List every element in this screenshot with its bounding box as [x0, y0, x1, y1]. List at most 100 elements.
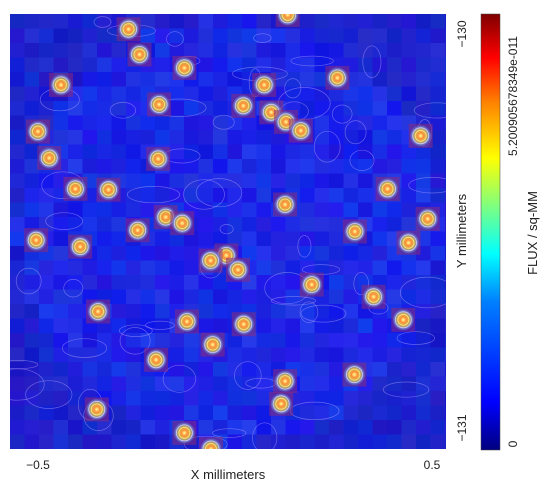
noise-pixel [401, 28, 417, 44]
noise-pixel [10, 376, 25, 392]
noise-pixel [68, 217, 83, 232]
contour-line [195, 178, 243, 208]
noise-pixel [285, 434, 301, 449]
flux-source [147, 92, 172, 117]
noise-pixel [140, 420, 156, 435]
noise-pixel [39, 260, 54, 276]
contour-line [313, 130, 341, 163]
noise-pixel [372, 347, 388, 363]
flux-source [342, 362, 367, 387]
noise-pixel [430, 318, 446, 334]
noise-pixel [169, 260, 185, 276]
flux-source [144, 347, 169, 372]
noise-pixel [401, 86, 417, 102]
noise-pixel [10, 420, 25, 435]
noise-pixel [198, 101, 214, 116]
noise-pixel [68, 159, 83, 174]
noise-pixel [430, 405, 446, 421]
noise-pixel [300, 43, 315, 58]
noise-pixel [82, 115, 98, 131]
source-contour-inner [284, 14, 292, 19]
noise-pixel [10, 202, 25, 218]
noise-pixel [184, 173, 199, 189]
noise-pixel [10, 173, 25, 189]
noise-pixel [416, 260, 431, 276]
noise-pixel [430, 188, 446, 203]
noise-pixel [213, 159, 228, 174]
source-contour-outer [276, 372, 294, 390]
noise-pixel [24, 304, 40, 319]
noise-pixel [416, 362, 431, 377]
source-contour-inner [240, 320, 248, 328]
noise-pixel [256, 144, 272, 160]
noise-pixel [155, 333, 170, 348]
noise-pixel [111, 405, 127, 421]
noise-pixel [300, 202, 315, 218]
noise-pixel [343, 434, 359, 449]
noise-pixel [227, 159, 243, 174]
flux-source [299, 272, 324, 297]
noise-pixel [169, 14, 185, 29]
noise-pixel [387, 217, 402, 232]
noise-pixel [445, 144, 446, 160]
noise-pixel [445, 391, 446, 406]
noise-pixel [242, 144, 257, 160]
flux-source [125, 218, 150, 243]
noise-pixel [227, 144, 243, 160]
noise-pixel-layer [10, 14, 446, 449]
noise-pixel [242, 217, 257, 232]
noise-pixel [445, 260, 446, 276]
noise-pixel [314, 14, 330, 29]
noise-pixel [430, 57, 446, 73]
noise-pixel [329, 347, 344, 363]
noise-pixel [271, 43, 286, 58]
noise-pixel [213, 391, 228, 406]
noise-pixel [126, 420, 141, 435]
noise-pixel [300, 14, 315, 29]
noise-pixel [24, 333, 40, 348]
noise-pixel [155, 115, 170, 131]
noise-pixel [358, 260, 373, 276]
source-contour-outer [131, 46, 148, 63]
flux-source [408, 123, 433, 148]
noise-pixel [126, 376, 141, 392]
noise-pixel [401, 144, 417, 160]
source-contour-outer [419, 210, 437, 228]
source-contour-inner [136, 51, 143, 58]
noise-pixel [445, 405, 446, 421]
noise-pixel [271, 304, 286, 319]
noise-pixel [198, 362, 214, 377]
noise-pixel [97, 376, 112, 392]
noise-pixel [53, 217, 69, 232]
noise-pixel [256, 304, 272, 319]
noise-pixel [24, 159, 40, 174]
noise-pixel [10, 246, 25, 261]
noise-pixel [97, 86, 112, 102]
noise-pixel [169, 289, 185, 305]
noise-pixel [329, 405, 344, 421]
source-contour-inner [32, 236, 40, 244]
noise-pixel [155, 376, 170, 392]
noise-pixel [372, 318, 388, 334]
noise-pixel [155, 304, 170, 319]
noise-pixel [416, 14, 431, 29]
noise-pixel [126, 347, 141, 363]
colorbar-label: FLUX / sq-MM [525, 191, 540, 275]
flux-source [49, 72, 73, 97]
noise-pixel [358, 57, 373, 73]
noise-pixel [401, 260, 417, 276]
noise-pixel [372, 420, 388, 435]
noise-pixel [10, 347, 25, 363]
noise-pixel [184, 101, 199, 116]
noise-pixel [445, 57, 446, 73]
noise-pixel [10, 289, 25, 305]
noise-pixel [10, 188, 25, 203]
noise-pixel [10, 275, 25, 290]
noise-pixel [372, 217, 388, 232]
noise-pixel [242, 188, 257, 203]
noise-pixel [343, 347, 359, 363]
noise-pixel [256, 57, 272, 73]
noise-pixel [358, 202, 373, 218]
noise-pixel [24, 318, 40, 334]
noise-pixel [111, 304, 127, 319]
